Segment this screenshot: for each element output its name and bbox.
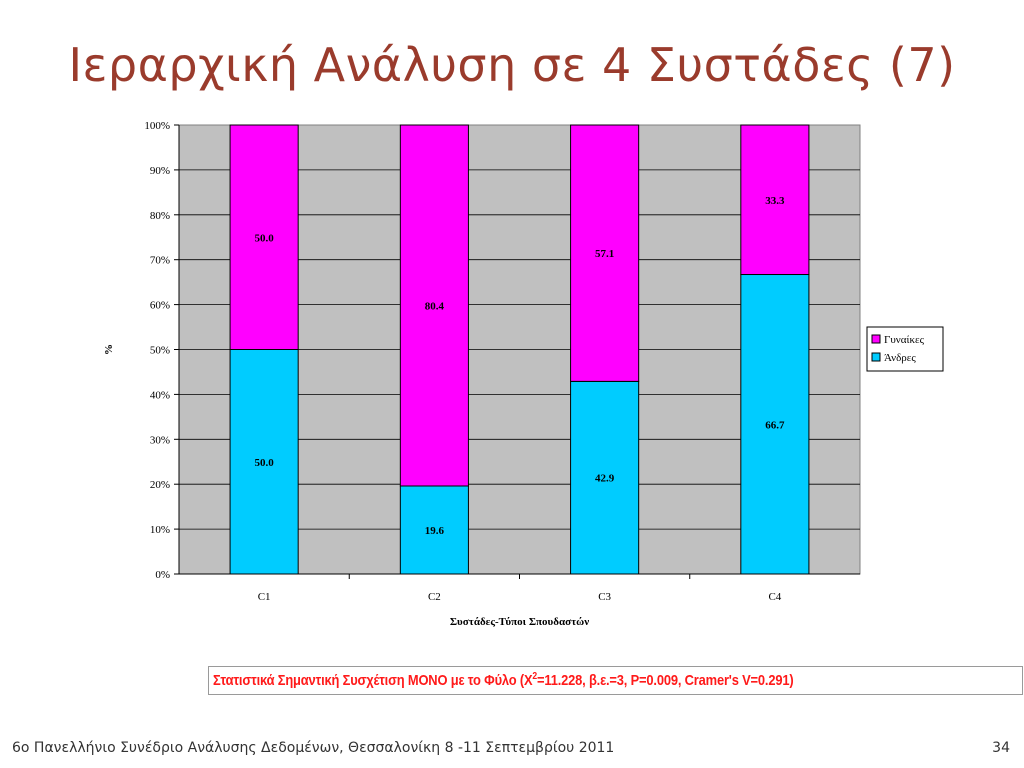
bar-C1-men [229,349,299,575]
stacked-bar-chart: 0% 10% 20% 30% 40% 50% 60% 70% 80% 90% 100% 50.0 50.… [103,120,944,628]
bar-C2-men [399,485,469,575]
bar-C4-men [740,274,810,575]
y-tick-label: 0% [155,569,170,581]
statistics-note-prefix: Στατιστικά Σημαντική Συσχέτιση ΜΟΝΟ με τ… [213,672,533,689]
y-tick-label: 80% [150,210,170,222]
legend-swatch [871,334,881,344]
y-tick-label: 30% [150,434,170,446]
x-tick-label: C3 [598,591,611,603]
y-tick-label: 100% [144,120,170,132]
y-tick-label: 40% [150,389,170,401]
y-tick-label: 20% [150,479,170,491]
data-label: 33.3 [765,195,785,207]
statistics-note-suffix: =11.228, β.ε.=3, P=0.009, Cramer's V=0.2… [537,672,794,689]
y-tick-label: 70% [150,255,170,267]
legend-swatch [871,352,881,362]
bar-C2-women [399,124,469,487]
y-tick-label: 50% [150,345,170,357]
data-label: 57.1 [595,248,614,260]
y-tick-label: 60% [150,300,170,312]
data-label: 50.0 [255,232,275,244]
bar-C3-women [570,124,640,382]
statistics-note-superscript: 2 [532,671,538,682]
legend [866,326,944,372]
footer-conference: 6ο Πανελλήνιο Συνέδριο Ανάλυσης Δεδομένω… [12,740,615,756]
data-label: 42.9 [595,473,615,485]
data-label: 66.7 [765,419,785,431]
x-axis-title: Συστάδες-Τύποι Σπουδαστών [450,616,589,628]
y-axis-title: % [103,344,115,355]
bar-C4-women [740,124,810,276]
bar-C3-men [570,380,640,575]
page-number: 34 [992,740,1010,756]
x-tick-label: C2 [428,591,441,603]
y-tick-label: 10% [150,524,170,536]
legend-entry: Γυναίκες [884,334,925,346]
x-tick-label: C1 [258,591,271,603]
legend-entry: Άνδρες [884,352,916,364]
statistics-note: Στατιστικά Σημαντική Συσχέτιση ΜΟΝΟ με τ… [213,671,794,689]
slide-title: Ιεραρχική Ανάλυση σε 4 Συστάδες (7) [68,38,956,92]
data-label: 19.6 [425,525,445,537]
data-label: 50.0 [255,457,275,469]
y-tick-label: 90% [150,165,170,177]
data-label: 80.4 [425,300,445,312]
bar-C1-women [229,124,299,350]
x-tick-label: C4 [768,591,781,603]
statistics-note-box: Στατιστικά Σημαντική Συσχέτιση ΜΟΝΟ με τ… [208,666,1023,695]
